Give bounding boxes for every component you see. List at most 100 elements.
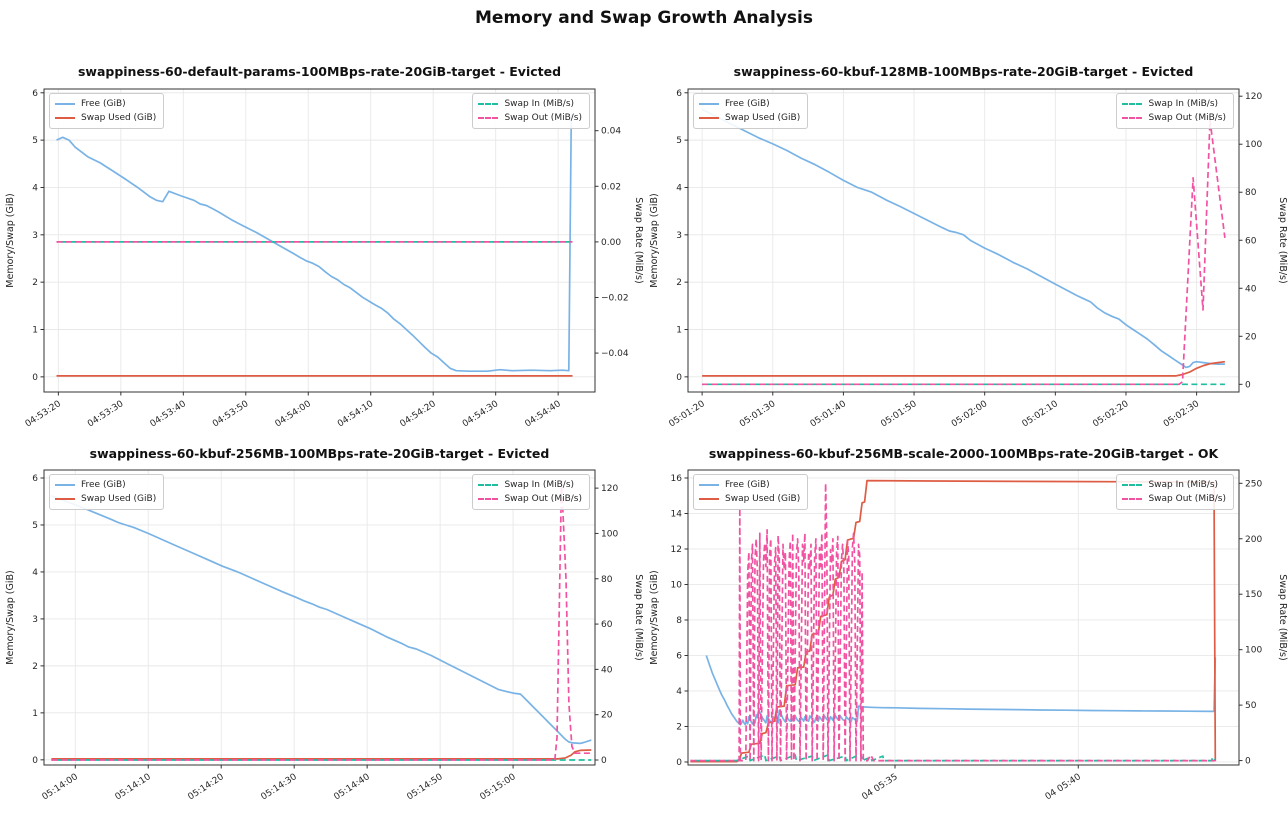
- legend-item: Swap Used (GiB): [699, 492, 800, 506]
- y-right-tick-label: 80: [1245, 188, 1257, 198]
- chart-title: swappiness-60-kbuf-256MB-100MBps-rate-20…: [89, 446, 550, 461]
- chart-canvas: 05:14:00 05:14:10 05:14:20 05:14:30 05:14:40…: [5, 469, 644, 803]
- legend-label: Free (GiB): [81, 99, 126, 109]
- x-tick-label: 05:14:10: [114, 772, 154, 803]
- x-tick-label: 04:54:30: [461, 399, 501, 430]
- y-right-tick-label: 60: [601, 620, 613, 630]
- y-left-tick-label: 1: [32, 709, 38, 719]
- y-left-tick-label: 4: [32, 568, 38, 578]
- x-tick-label: 05:14:20: [187, 772, 227, 803]
- x-tick-label: 04:54:20: [398, 399, 438, 430]
- legend-item: Swap Used (GiB): [55, 111, 156, 125]
- y-right-tick-label: −0.02: [601, 293, 629, 303]
- y-left-tick-label: 12: [671, 545, 682, 555]
- y-right-tick-label: 0: [1245, 757, 1251, 767]
- free-line-swatch: [55, 484, 75, 486]
- swap_out-line-swatch: [478, 117, 499, 119]
- swap_in-line-swatch: [478, 103, 499, 105]
- x-tick-label: 04:54:40: [523, 399, 563, 430]
- y-left-tick-label: 16: [671, 474, 683, 484]
- legend-item: Swap In (MiB/s): [478, 97, 582, 111]
- swap_in-line-swatch: [478, 484, 499, 486]
- legend-item: Free (GiB): [55, 97, 156, 111]
- legend-left: Free (GiB) Swap Used (GiB): [49, 474, 165, 510]
- y-left-tick-label: 6: [32, 474, 38, 484]
- x-tick-label: 05:01:40: [809, 399, 849, 430]
- y-left-tick-label: 5: [32, 521, 38, 531]
- y-left-tick-label: 10: [671, 580, 683, 590]
- plot-border: [43, 88, 596, 393]
- y-right-tick-label: 200: [1245, 535, 1262, 545]
- y-right-tick-label: 80: [601, 575, 613, 585]
- y-right-tick-label: 100: [601, 529, 618, 539]
- y-left-tick-label: 2: [676, 278, 682, 288]
- y-right-axis-label: Swap Rate (MiB/s): [633, 574, 644, 660]
- free-line-swatch: [699, 103, 719, 105]
- x-tick-label: 05:14:00: [41, 772, 81, 803]
- legend-item: Swap Out (MiB/s): [1122, 492, 1226, 506]
- x-tick-label: 04:53:40: [149, 399, 189, 430]
- x-tick-label: 04:54:00: [274, 399, 314, 430]
- legend-label: Swap Out (MiB/s): [1148, 494, 1226, 504]
- legend-item: Swap In (MiB/s): [1122, 97, 1226, 111]
- y-left-axis-label: Memory/Swap (GiB): [649, 570, 660, 664]
- y-left-tick-label: 1: [32, 326, 38, 336]
- swap_in-line-swatch: [1122, 484, 1143, 486]
- x-tick-label: 05:01:20: [667, 399, 707, 430]
- legend-label: Free (GiB): [725, 99, 770, 109]
- legend-label: Swap Out (MiB/s): [504, 494, 582, 504]
- y-left-tick-label: 0: [32, 373, 38, 383]
- legend-item: Swap Out (MiB/s): [478, 111, 582, 125]
- chart-title: swappiness-60-kbuf-256MB-scale-2000-100M…: [708, 446, 1219, 461]
- legend-right: Swap In (MiB/s) Swap Out (MiB/s): [472, 93, 590, 129]
- x-tick-label: 05:02:30: [1162, 399, 1202, 430]
- y-right-tick-label: 150: [1245, 590, 1262, 600]
- y-right-axis-label: Swap Rate (MiB/s): [633, 197, 644, 283]
- swap_out-line-swatch: [1122, 498, 1143, 500]
- legend-label: Swap Out (MiB/s): [504, 113, 582, 123]
- y-right-tick-label: 40: [601, 665, 613, 675]
- x-tick-label: 05:14:30: [259, 772, 299, 803]
- series-swap_out-line: [702, 119, 1226, 386]
- plot-border: [687, 469, 1240, 766]
- y-right-tick-label: 250: [1245, 479, 1262, 489]
- x-tick-label: 04:53:20: [24, 399, 64, 430]
- y-right-tick-label: 100: [1245, 646, 1262, 656]
- series-free-line: [701, 108, 1225, 369]
- legend-right: Swap In (MiB/s) Swap Out (MiB/s): [1116, 93, 1234, 129]
- y-left-tick-label: 2: [32, 278, 38, 288]
- swap_used-line-swatch: [55, 498, 75, 500]
- x-tick-label: 04:54:10: [336, 399, 376, 430]
- y-left-tick-label: 2: [676, 722, 682, 732]
- y-left-tick-label: 8: [676, 616, 682, 626]
- plot-border: [43, 469, 596, 766]
- y-left-tick-label: 6: [676, 651, 682, 661]
- legend-label: Swap Out (MiB/s): [1148, 113, 1226, 123]
- chart-canvas: 04:53:20 04:53:30 04:53:40 04:53:50 04:54:00…: [5, 88, 644, 430]
- swap_out-line-swatch: [478, 498, 499, 500]
- chart-canvas: 05:01:20 05:01:30 05:01:40 05:01:50 05:02:00…: [649, 88, 1288, 430]
- legend-label: Swap Used (GiB): [81, 494, 157, 504]
- series-swap_out-line: [690, 482, 1216, 762]
- y-left-axis-label: Memory/Swap (GiB): [5, 193, 16, 287]
- y-right-tick-label: 50: [1245, 701, 1257, 711]
- y-left-tick-label: 2: [32, 662, 38, 672]
- subplot-2: swappiness-60-kbuf-128MB-100MBps-rate-20…: [644, 60, 1288, 435]
- legend-left: Free (GiB) Swap Used (GiB): [693, 93, 809, 129]
- series-swap_used-line: [702, 360, 1226, 377]
- chart-title: swappiness-60-kbuf-128MB-100MBps-rate-20…: [733, 64, 1194, 79]
- legend-item: Swap Out (MiB/s): [1122, 111, 1226, 125]
- swap_in-line-swatch: [1122, 103, 1143, 105]
- legend-item: Free (GiB): [699, 97, 800, 111]
- y-right-axis-label: Swap Rate (MiB/s): [1277, 574, 1288, 660]
- x-tick-label: 05:02:20: [1091, 399, 1131, 430]
- legend-right: Swap In (MiB/s) Swap Out (MiB/s): [472, 474, 590, 510]
- y-left-tick-label: 5: [32, 136, 38, 146]
- legend-label: Swap In (MiB/s): [1148, 99, 1219, 109]
- subplot-3: swappiness-60-kbuf-256MB-100MBps-rate-20…: [0, 435, 644, 824]
- x-tick-label: 05:02:10: [1021, 399, 1061, 430]
- x-tick-label: 05:14:40: [332, 772, 372, 803]
- legend-item: Swap In (MiB/s): [478, 478, 582, 492]
- series-free-line: [56, 114, 573, 373]
- y-left-tick-label: 4: [676, 687, 682, 697]
